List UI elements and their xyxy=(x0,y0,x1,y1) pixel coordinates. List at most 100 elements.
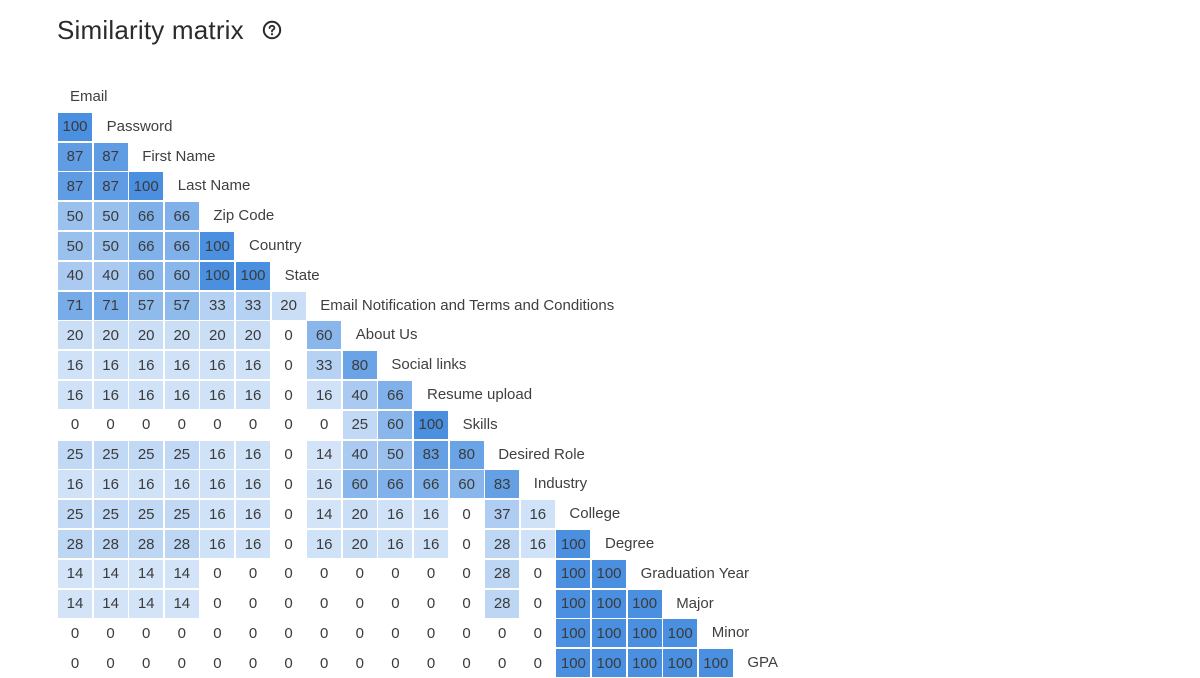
matrix-cell-r15-c4: 16 xyxy=(200,530,235,558)
matrix-cell-r16-c8: 0 xyxy=(342,559,377,588)
matrix-row-label: About Us xyxy=(355,326,418,344)
matrix-cell-r15-c5: 16 xyxy=(236,530,270,558)
matrix-cell-r14-c5: 16 xyxy=(236,500,270,529)
matrix-cell-r13-c10: 66 xyxy=(414,470,448,499)
matrix-cell-r15-c11: 0 xyxy=(449,530,484,558)
matrix-cell-r4-c3: 66 xyxy=(164,202,199,231)
matrix-cell-r8-c6: 0 xyxy=(271,321,306,350)
matrix-cell-r16-c2: 14 xyxy=(129,559,164,588)
matrix-cell-r19-c7: 0 xyxy=(307,649,342,678)
matrix-cell-r17-c12: 28 xyxy=(485,589,520,618)
matrix-cell-r6-c2: 60 xyxy=(129,261,164,290)
matrix-cell-r13-c12: 83 xyxy=(485,470,520,499)
matrix-cell-r14-c6: 0 xyxy=(271,500,306,529)
matrix-cell-r19-c4: 0 xyxy=(200,649,235,678)
matrix-row-label: Last Name xyxy=(177,177,251,195)
matrix-row-label: Email Notification and Terms and Conditi… xyxy=(320,296,615,314)
matrix-cell-r13-c1: 16 xyxy=(93,470,128,499)
matrix-row-label: GPA xyxy=(747,654,778,672)
matrix-row-label: Resume upload xyxy=(427,386,533,403)
matrix-cell-r10-c3: 16 xyxy=(164,381,199,409)
matrix-cell-r19-c11: 0 xyxy=(449,649,484,678)
matrix-cell-r13-c2: 16 xyxy=(129,470,164,499)
matrix-cell-r4-c1: 50 xyxy=(93,202,128,231)
matrix-cell-r12-c7: 14 xyxy=(307,440,342,469)
help-circle-icon[interactable] xyxy=(262,20,282,40)
matrix-cell-r10-c5: 16 xyxy=(236,381,270,409)
matrix-cell-r16-c14: 100 xyxy=(556,559,591,588)
matrix-cell-r19-c6: 0 xyxy=(271,649,306,678)
matrix-cell-r19-c15: 100 xyxy=(592,649,626,678)
matrix-cell-r16-c6: 0 xyxy=(271,559,306,588)
matrix-cell-r3-c1: 87 xyxy=(93,172,128,201)
matrix-cell-r18-c11: 0 xyxy=(449,619,484,648)
matrix-cell-r7-c0: 71 xyxy=(58,291,92,320)
matrix-cell-r16-c3: 14 xyxy=(164,559,199,588)
matrix-cell-r11-c3: 0 xyxy=(164,410,199,439)
matrix-cell-r16-c10: 0 xyxy=(414,559,448,588)
matrix-cell-r10-c7: 16 xyxy=(307,381,342,409)
matrix-cell-r9-c0: 16 xyxy=(58,351,92,380)
matrix-cell-r15-c14: 100 xyxy=(556,530,591,558)
matrix-cell-r6-c0: 40 xyxy=(58,261,92,290)
matrix-cell-r18-c16: 100 xyxy=(627,619,662,648)
matrix-row-label: Password xyxy=(106,117,173,135)
matrix-cell-r7-c2: 57 xyxy=(129,291,164,320)
matrix-cell-r18-c0: 0 xyxy=(58,619,92,648)
matrix-cell-r11-c10: 100 xyxy=(414,410,448,439)
matrix-cell-r12-c5: 16 xyxy=(236,440,270,469)
matrix-cell-r14-c12: 37 xyxy=(485,500,520,529)
matrix-cell-r7-c3: 57 xyxy=(164,291,199,320)
matrix-cell-r18-c1: 0 xyxy=(93,619,128,648)
matrix-cell-r14-c11: 0 xyxy=(449,500,484,529)
matrix-cell-r7-c1: 71 xyxy=(93,291,128,320)
matrix-cell-r9-c1: 16 xyxy=(93,351,128,380)
matrix-cell-r10-c0: 16 xyxy=(58,381,92,409)
matrix-cell-r9-c2: 16 xyxy=(129,351,164,380)
matrix-row-label: Degree xyxy=(605,535,655,552)
matrix-cell-r15-c7: 16 xyxy=(307,530,342,558)
matrix-cell-r13-c7: 16 xyxy=(307,470,342,499)
matrix-cell-r2-c0: 87 xyxy=(58,142,92,171)
matrix-cell-r16-c1: 14 xyxy=(93,559,128,588)
matrix-cell-r15-c10: 16 xyxy=(414,530,448,558)
matrix-cell-r12-c6: 0 xyxy=(271,440,306,469)
matrix-cell-r15-c0: 28 xyxy=(58,530,92,558)
matrix-cell-r14-c1: 25 xyxy=(93,500,128,529)
matrix-cell-r7-c4: 33 xyxy=(200,291,235,320)
matrix-cell-r14-c4: 16 xyxy=(200,500,235,529)
matrix-cell-r12-c1: 25 xyxy=(93,440,128,469)
matrix-cell-r10-c1: 16 xyxy=(93,381,128,409)
matrix-cell-r18-c12: 0 xyxy=(485,619,520,648)
matrix-cell-r4-c0: 50 xyxy=(58,202,92,231)
matrix-cell-r16-c4: 0 xyxy=(200,559,235,588)
matrix-cell-r12-c9: 50 xyxy=(378,440,413,469)
matrix-cell-r17-c0: 14 xyxy=(58,589,92,618)
matrix-cell-r8-c7: 60 xyxy=(307,321,342,350)
matrix-cell-r17-c11: 0 xyxy=(449,589,484,618)
matrix-cell-r19-c8: 0 xyxy=(342,649,377,678)
matrix-cell-r6-c4: 100 xyxy=(200,261,235,290)
matrix-cell-r16-c7: 0 xyxy=(307,559,342,588)
matrix-cell-r15-c2: 28 xyxy=(129,530,164,558)
matrix-cell-r9-c7: 33 xyxy=(307,351,342,380)
matrix-cell-r14-c8: 20 xyxy=(342,500,377,529)
matrix-row-label: Industry xyxy=(533,475,588,493)
matrix-cell-r19-c2: 0 xyxy=(129,649,164,678)
matrix-cell-r12-c2: 25 xyxy=(129,440,164,469)
matrix-cell-r4-c2: 66 xyxy=(129,202,164,231)
matrix-cell-r18-c5: 0 xyxy=(236,619,270,648)
matrix-cell-r9-c8: 80 xyxy=(342,351,377,380)
matrix-row-label: Country xyxy=(249,237,302,254)
matrix-cell-r5-c0: 50 xyxy=(58,232,92,260)
matrix-cell-r9-c5: 16 xyxy=(236,351,270,380)
matrix-cell-r14-c7: 14 xyxy=(307,500,342,529)
matrix-cell-r10-c9: 66 xyxy=(378,381,413,409)
matrix-cell-r12-c0: 25 xyxy=(58,440,92,469)
matrix-cell-r11-c1: 0 xyxy=(93,410,128,439)
matrix-cell-r18-c10: 0 xyxy=(414,619,448,648)
matrix-cell-r18-c3: 0 xyxy=(164,619,199,648)
matrix-cell-r17-c10: 0 xyxy=(414,589,448,618)
matrix-cell-r19-c10: 0 xyxy=(414,649,448,678)
matrix-cell-r7-c6: 20 xyxy=(271,291,306,320)
